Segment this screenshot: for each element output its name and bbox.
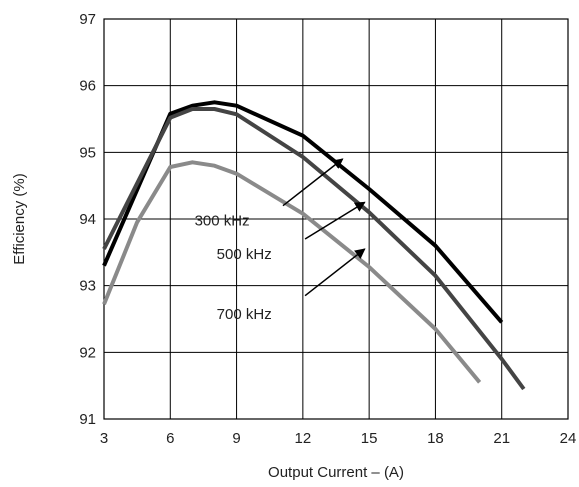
y-axis-label: Efficiency (%) <box>11 173 28 264</box>
x-tick-label: 15 <box>361 430 378 447</box>
y-tick-label: 92 <box>79 344 96 361</box>
x-tick-labels: 3 6 9 12 15 18 21 24 <box>100 430 577 447</box>
series-line-300-khz <box>102 100 504 324</box>
x-tick-label: 18 <box>427 430 444 447</box>
annotation-arrow-500-khz <box>304 201 366 240</box>
series-line-700-khz <box>102 160 482 384</box>
x-axis-label: Output Current – (A) <box>268 464 404 481</box>
y-tick-label: 95 <box>79 144 96 161</box>
x-tick-label: 12 <box>295 430 312 447</box>
plot-frame <box>103 18 569 420</box>
annotation-label-300-khz: 300 kHz <box>195 213 250 230</box>
annotation-label-700-khz: 700 kHz <box>217 306 272 323</box>
y-tick-labels: 91 92 93 94 95 96 97 <box>79 11 96 428</box>
x-tick-label: 9 <box>232 430 240 447</box>
y-tick-label: 96 <box>79 78 96 95</box>
x-tick-label: 21 <box>493 430 510 447</box>
x-tick-label: 3 <box>100 430 108 447</box>
x-tick-label: 6 <box>166 430 174 447</box>
y-tick-label: 97 <box>79 11 96 28</box>
y-tick-label: 94 <box>79 211 96 228</box>
annotation-label-500-khz: 500 kHz <box>217 246 272 263</box>
annotation-layer: 300 kHz 500 kHz 700 kHz <box>195 158 366 323</box>
y-tick-label: 91 <box>79 411 96 428</box>
annotation-arrow-700-khz <box>304 248 366 297</box>
x-tick-label: 24 <box>560 430 577 447</box>
grid <box>103 18 569 420</box>
annotation-arrow-300-khz <box>282 158 344 207</box>
y-tick-label: 93 <box>79 278 96 295</box>
series-layer <box>102 100 526 391</box>
series-line-500-khz <box>102 107 526 391</box>
